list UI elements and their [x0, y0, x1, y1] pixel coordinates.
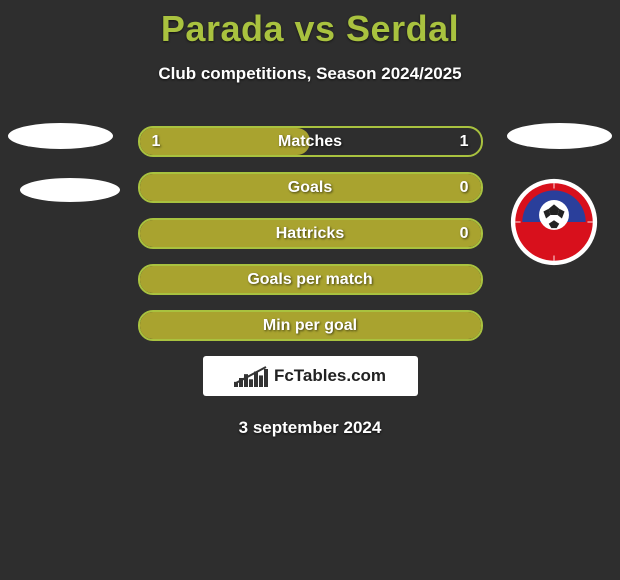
left-top-ellipse [8, 123, 113, 149]
stat-right-value: 1 [460, 133, 469, 151]
stat-row: Hattricks 0 [138, 218, 483, 249]
brand-box: FcTables.com [203, 356, 418, 396]
stat-label: Goals per match [247, 271, 372, 289]
subtitle: Club competitions, Season 2024/2025 [0, 64, 620, 84]
brand-chart-icon [234, 365, 268, 387]
stat-right-value: 0 [460, 179, 469, 197]
brand-text: FcTables.com [274, 366, 386, 386]
stat-label: Min per goal [263, 317, 357, 335]
right-top-ellipse [507, 123, 612, 149]
stat-right-value: 0 [460, 225, 469, 243]
stat-row: 1 Matches 1 [138, 126, 483, 157]
stat-row: Goals 0 [138, 172, 483, 203]
stat-label: Hattricks [276, 225, 344, 243]
stat-left-value: 1 [152, 133, 161, 151]
date-text: 3 september 2024 [0, 418, 620, 438]
stat-label: Goals [288, 179, 332, 197]
stat-row: Goals per match [138, 264, 483, 295]
stat-label: Matches [278, 133, 342, 151]
stat-row: Min per goal [138, 310, 483, 341]
page-title: Parada vs Serdal [0, 0, 620, 50]
left-mid-ellipse [20, 178, 120, 202]
club-badge [510, 178, 598, 266]
